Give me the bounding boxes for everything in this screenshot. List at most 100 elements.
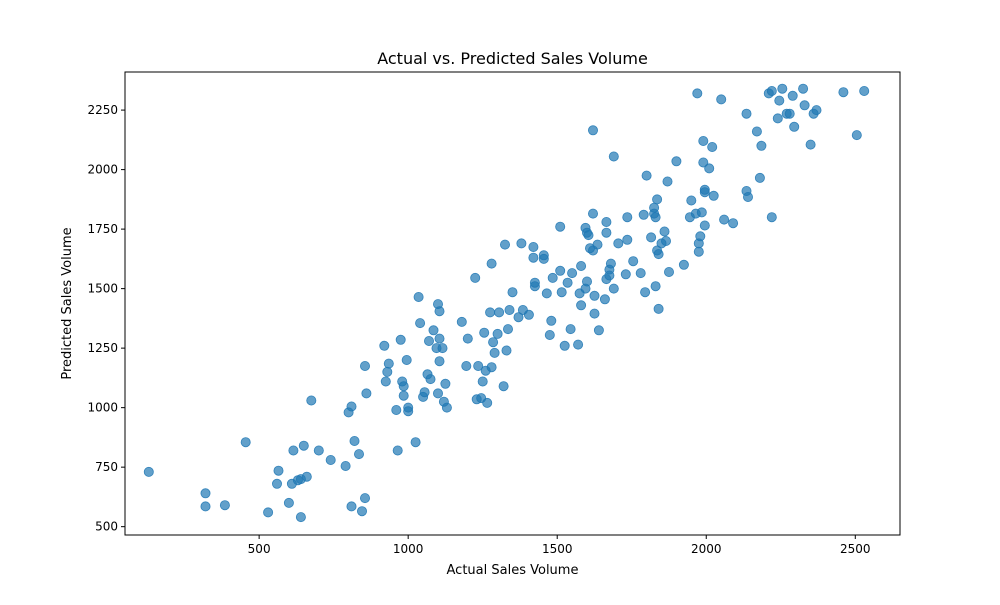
data-point <box>432 388 443 399</box>
data-point <box>601 216 612 227</box>
data-point <box>516 238 527 249</box>
data-point <box>622 212 633 223</box>
y-tick-label: 750 <box>95 460 118 474</box>
y-tick-label: 2000 <box>87 163 118 177</box>
data-point <box>593 325 604 336</box>
data-point <box>756 140 767 151</box>
data-point <box>698 157 709 168</box>
data-point <box>359 493 370 504</box>
data-point <box>588 125 599 136</box>
data-point <box>652 194 663 205</box>
data-point <box>743 191 754 202</box>
data-point <box>462 333 473 344</box>
x-axis-ticks: 500 1000 1500 2000 2500 <box>248 535 871 556</box>
data-point <box>766 212 777 223</box>
data-point <box>567 268 578 279</box>
data-point <box>263 507 274 518</box>
data-point <box>392 445 403 456</box>
chart-title: Actual vs. Predicted Sales Volume <box>377 49 648 68</box>
data-point <box>661 235 672 246</box>
data-point <box>425 374 436 385</box>
data-point <box>477 376 488 387</box>
data-point <box>486 362 497 373</box>
data-point <box>306 395 317 406</box>
data-point <box>754 172 765 183</box>
data-point <box>288 445 299 456</box>
data-point <box>340 460 351 471</box>
data-point <box>671 156 682 167</box>
x-axis-label: Actual Sales Volume <box>447 563 579 578</box>
data-point <box>859 86 870 97</box>
data-point <box>707 141 718 152</box>
data-point <box>546 315 557 326</box>
data-point <box>541 288 552 299</box>
data-point <box>608 151 619 162</box>
data-point <box>434 306 445 317</box>
data-point <box>271 478 282 489</box>
points-layer <box>143 83 870 523</box>
data-point <box>789 121 800 132</box>
x-tick-label: 500 <box>248 542 271 556</box>
y-tick-label: 500 <box>95 520 118 534</box>
data-point <box>398 381 409 392</box>
data-point <box>620 269 631 280</box>
data-point <box>653 249 664 260</box>
data-point <box>811 105 822 116</box>
data-point <box>599 294 610 305</box>
data-point <box>356 506 367 517</box>
data-point <box>583 230 594 241</box>
data-point <box>565 324 576 335</box>
data-point <box>772 113 783 124</box>
data-point <box>523 309 534 320</box>
data-point <box>529 277 540 288</box>
data-point <box>528 241 539 252</box>
data-point <box>200 488 211 499</box>
data-point <box>686 195 697 206</box>
data-point <box>301 471 312 482</box>
data-point <box>650 281 661 292</box>
data-point <box>605 258 616 269</box>
data-point <box>699 220 710 231</box>
data-point <box>719 214 730 225</box>
data-point <box>662 176 673 187</box>
data-point <box>423 335 434 346</box>
data-point <box>787 90 798 101</box>
data-point <box>273 465 284 476</box>
data-point <box>838 87 849 98</box>
data-point <box>650 212 661 223</box>
data-point <box>502 324 513 335</box>
data-point <box>728 218 739 229</box>
data-point <box>346 401 357 412</box>
data-point <box>641 170 652 181</box>
data-point <box>499 239 510 250</box>
data-point <box>410 437 421 448</box>
data-point <box>486 258 497 269</box>
data-point <box>513 312 524 323</box>
data-point <box>555 265 566 276</box>
data-point <box>434 356 445 367</box>
data-point <box>391 404 402 415</box>
data-point <box>498 381 509 392</box>
data-point <box>556 287 567 298</box>
data-point <box>240 437 251 448</box>
data-point <box>544 329 555 340</box>
data-point <box>494 307 505 318</box>
data-point <box>313 445 324 456</box>
y-tick-label: 1250 <box>87 341 118 355</box>
data-point <box>777 83 788 94</box>
data-point <box>555 221 566 232</box>
data-point <box>851 130 862 141</box>
data-point <box>419 387 430 398</box>
data-point <box>693 246 704 257</box>
data-point <box>798 83 809 94</box>
data-point <box>589 290 600 301</box>
data-point <box>576 300 587 311</box>
data-point <box>382 366 393 377</box>
data-point <box>283 497 294 508</box>
x-tick-label: 2000 <box>691 542 722 556</box>
data-point <box>766 86 777 97</box>
data-point <box>456 316 467 327</box>
data-point <box>664 266 675 277</box>
data-point <box>547 272 558 283</box>
